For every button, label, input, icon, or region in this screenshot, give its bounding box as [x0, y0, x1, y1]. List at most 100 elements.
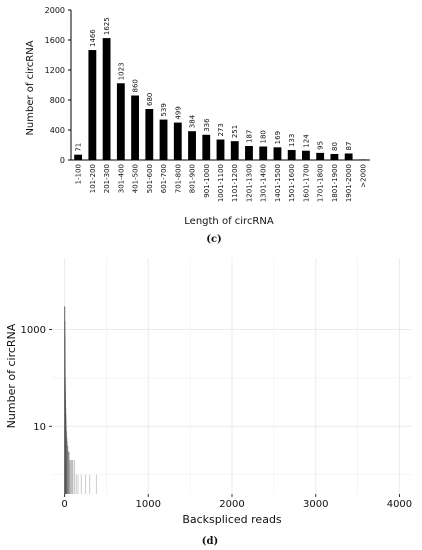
panel-c-bar	[173, 122, 182, 160]
panel-d-bar	[72, 460, 74, 494]
panel-d-bar	[65, 426, 67, 494]
panel-d-y-tick-label: 1000	[21, 325, 46, 336]
panel-d-bar	[66, 431, 68, 494]
panel-c-value-label: 1625	[103, 17, 111, 35]
panel-c-x-tick-label: 701-800	[174, 164, 182, 193]
panel-c-y-tick-label: 800	[50, 96, 65, 105]
panel-c-x-axis-label: Length of circRNA	[184, 216, 274, 227]
panel-c-value-label: 133	[288, 134, 296, 147]
panel-c-bar	[216, 139, 225, 160]
panel-d-bar	[66, 440, 68, 494]
panel-c-x-tick-label: 1301-1400	[260, 164, 268, 202]
panel-c-value-label: 1023	[117, 62, 125, 80]
panel-d-bar	[68, 451, 70, 494]
panel-c-value-label: 860	[132, 79, 140, 92]
panel-c-value-label: 71	[75, 143, 83, 152]
panel-c-value-label: 384	[189, 114, 197, 128]
panel-c-bar	[358, 159, 367, 160]
panel-c-value-label: 95	[317, 141, 325, 150]
panel-c-x-tick-label: 101-200	[89, 164, 97, 193]
panel-d-bar	[67, 445, 69, 494]
panel-c-x-tick-label: 901-1000	[203, 164, 211, 198]
panel-d-x-tick-label: 4000	[387, 499, 412, 510]
panel-d-bar	[67, 451, 69, 494]
panel-d-chart: 10 1000 0 1000 2000 3000 4000 Number of circR…	[5, 258, 412, 547]
panel-d-bar	[67, 445, 69, 494]
panel-c-bar	[202, 134, 211, 160]
panel-c-y-ticks: 0 400 800 1200 1600 2000	[45, 6, 71, 165]
panel-d-bar	[80, 474, 82, 494]
panel-c-bar	[330, 154, 339, 160]
panel-c-value-label: 336	[203, 118, 211, 132]
panel-c-x-tick-label: 201-300	[103, 164, 111, 193]
panel-c-x-ticks: 1-100 101-200 201-300 301-400 401-500 501-600…	[75, 164, 368, 202]
panel-c-bar	[245, 145, 253, 160]
panel-d-bars	[64, 306, 97, 494]
panel-c-bar	[273, 147, 282, 160]
panel-c-bars	[74, 38, 367, 160]
panel-c-y-tick-label: 400	[50, 126, 65, 135]
panel-c-bar	[102, 38, 111, 160]
panel-c-x-tick-label: 1401-1500	[274, 164, 282, 202]
panel-c-bar	[74, 154, 83, 160]
panel-c-value-labels: 71 1466 1625 1023 860 680 539 499 384 336 273 251 18…	[75, 17, 354, 151]
panel-c-chart: 0 400 800 1200 1600 2000 71 1466 1625 1023 860 680…	[25, 6, 370, 245]
panel-c-x-tick-label: 1101-1200	[231, 164, 239, 202]
panel-c-x-tick-label: 401-500	[132, 164, 140, 193]
panel-c-value-label: 180	[260, 130, 268, 143]
panel-d-bar	[69, 460, 71, 494]
panel-c-bar	[344, 153, 353, 160]
panel-d-x-tick-label: 3000	[303, 499, 328, 510]
panel-c-bar	[316, 152, 325, 160]
panel-c-bar	[230, 141, 239, 160]
panel-d-bar	[71, 460, 73, 494]
panel-c-value-label: 1466	[89, 29, 97, 47]
panel-d-bar	[66, 437, 68, 494]
panel-c-x-tick-label: 501-600	[146, 164, 154, 193]
panel-c-x-tick-label: 801-900	[189, 164, 197, 193]
panel-d-y-ticks: 10 1000	[21, 325, 52, 433]
panel-d-x-tick-label: 2000	[219, 499, 244, 510]
panel-c-value-label: 251	[231, 125, 239, 138]
panel-c-x-tick-label: 1201-1300	[245, 164, 253, 202]
panel-c-x-tick-label: 1701-1800	[317, 164, 325, 202]
panel-d-x-axis-label: Backspliced reads	[182, 513, 282, 526]
panel-c-y-tick-label: 1200	[45, 66, 65, 75]
panel-c-value-label: 169	[274, 131, 282, 144]
panel-c-value-label: 539	[160, 103, 168, 116]
panel-c-y-tick-label: 0	[60, 156, 65, 165]
panel-d-bar	[95, 474, 97, 494]
panel-c-x-tick-label: 301-400	[117, 164, 125, 193]
panel-d-bar	[74, 460, 76, 494]
panel-d-bar	[69, 460, 71, 494]
panel-c-x-tick-label: >2000	[359, 164, 367, 188]
panel-c-x-tick-label: 1-100	[75, 164, 83, 184]
panel-c-bar	[131, 95, 139, 160]
panel-d-bar	[77, 474, 79, 494]
panel-c-bar	[159, 119, 168, 160]
panel-c-bar	[259, 146, 268, 160]
panel-c-y-tick-label: 2000	[45, 6, 65, 15]
panel-d-y-axis-label: Number of circRNA	[5, 323, 18, 428]
panel-c-value-label: 680	[146, 93, 154, 106]
panel-d-x-ticks: 0 1000 2000 3000 4000	[61, 494, 412, 510]
panel-d-bar	[75, 474, 77, 494]
panel-c-x-tick-label: 1601-1700	[302, 164, 310, 202]
panel-d-bar	[70, 460, 72, 494]
panel-c-value-label: 499	[174, 106, 182, 119]
panel-c-bar	[302, 150, 310, 160]
panel-c-bar	[116, 83, 125, 160]
panel-c-value-label: 87	[345, 142, 353, 151]
panel-c-caption: (c)	[206, 234, 222, 245]
panel-c-x-tick-label: 1901-2000	[345, 164, 353, 202]
panel-c-y-axis-label: Number of circRNA	[25, 40, 36, 135]
panel-c-bar	[287, 150, 296, 160]
panel-c-x-tick-label: 1001-1100	[217, 164, 225, 202]
panel-c-x-tick-label: 601-700	[160, 164, 168, 193]
panel-d-y-tick-label: 10	[33, 422, 46, 433]
panel-d-caption: (d)	[202, 536, 218, 547]
panel-c-bar	[88, 50, 97, 160]
panel-c-value-label: 187	[245, 130, 253, 143]
panel-c-bar	[188, 131, 196, 160]
